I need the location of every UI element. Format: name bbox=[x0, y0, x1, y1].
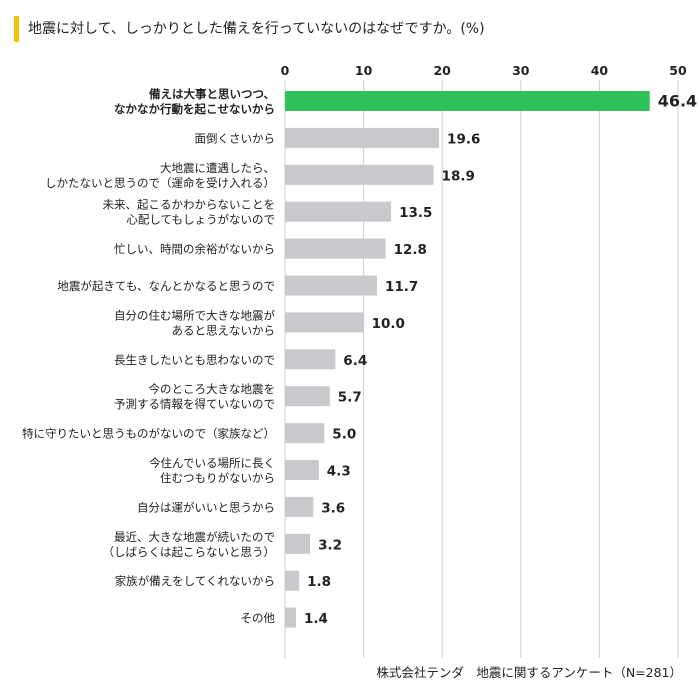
x-tick-label: 20 bbox=[433, 63, 451, 78]
x-tick-label: 10 bbox=[355, 63, 373, 78]
category-label: 今のところ大きな地震を予測する情報を得ていないので bbox=[114, 382, 275, 411]
value-label: 46.4 bbox=[658, 92, 697, 111]
x-tick-label: 30 bbox=[512, 63, 530, 78]
category-label: 自分の住む場所で大きな地震があると思えないから bbox=[114, 308, 275, 337]
value-label: 5.0 bbox=[332, 427, 356, 443]
x-tick-label: 40 bbox=[591, 63, 609, 78]
bar bbox=[285, 386, 330, 407]
value-label: 13.5 bbox=[399, 205, 432, 221]
value-label: 10.0 bbox=[372, 316, 405, 332]
category-label: 地震が起きても、なんとかなると思うので bbox=[57, 279, 275, 293]
value-label: 3.2 bbox=[318, 537, 342, 553]
bar bbox=[285, 349, 336, 370]
bar bbox=[285, 91, 650, 111]
value-label: 4.3 bbox=[327, 464, 351, 480]
value-label: 19.6 bbox=[447, 131, 480, 147]
category-label: その他 bbox=[241, 611, 276, 625]
x-tick-label: 0 bbox=[281, 63, 290, 78]
value-label: 12.8 bbox=[394, 242, 427, 258]
category-label: 最近、大きな地震が続いたので（しばらくは起こらないと思う） bbox=[103, 530, 276, 559]
category-label: 大地震に遭遇したら、しかたないと思うので（運命を受け入れる） bbox=[45, 161, 275, 190]
category-label: 家族が備えをしてくれないから bbox=[115, 574, 275, 588]
bar bbox=[285, 127, 440, 148]
value-label: 11.7 bbox=[385, 279, 418, 295]
value-label: 6.4 bbox=[343, 353, 367, 369]
x-tick-label: 50 bbox=[669, 63, 687, 78]
source-note: 株式会社テンダ 地震に関するアンケート（N=281） bbox=[376, 665, 682, 680]
category-label: 忙しい、時間の余裕がないから bbox=[114, 242, 275, 256]
bar bbox=[285, 275, 377, 296]
value-label: 18.9 bbox=[442, 168, 475, 184]
bar bbox=[285, 607, 297, 628]
category-label: 面倒くさいから bbox=[195, 131, 276, 145]
chart-title: 地震に対して、しっかりとした備えを行っていないのはなぜですか。(%) bbox=[28, 21, 485, 37]
bar bbox=[285, 533, 311, 554]
bar bbox=[285, 238, 386, 259]
category-label: 長生きしたいとも思わないので bbox=[114, 353, 275, 367]
value-label: 5.7 bbox=[338, 390, 362, 406]
bar bbox=[285, 570, 300, 591]
bar bbox=[285, 496, 314, 517]
value-label: 1.4 bbox=[304, 611, 328, 627]
value-label: 1.8 bbox=[307, 574, 331, 590]
category-label: 今住んでいる場所に長く住むつもりがないから bbox=[149, 456, 275, 485]
bar bbox=[285, 201, 392, 222]
category-label: 自分は運がいいと思うから bbox=[137, 500, 275, 514]
value-label: 3.6 bbox=[321, 500, 345, 516]
category-label: 備えは大事と思いつつ、なかなか行動を起こせないから bbox=[114, 87, 275, 116]
bar bbox=[285, 460, 319, 480]
category-label: 未来、起こるかわからないことを心配してもしょうがないので bbox=[103, 198, 276, 227]
category-label: 特に守りたいと思うものがないので（家族など） bbox=[22, 427, 275, 441]
bar bbox=[285, 164, 434, 185]
bar bbox=[285, 312, 364, 333]
title-accent-bar bbox=[14, 16, 19, 42]
bar bbox=[285, 423, 325, 444]
